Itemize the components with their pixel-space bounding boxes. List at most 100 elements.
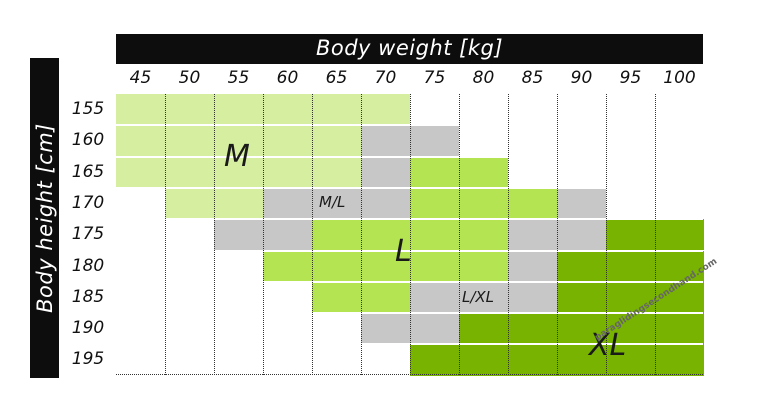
size-cell	[116, 156, 165, 188]
size-cell	[214, 94, 263, 126]
column-gridline	[508, 94, 509, 375]
size-cell	[557, 344, 606, 376]
column-gridline	[606, 94, 607, 375]
height-side-title: Body height [cm]	[32, 123, 57, 313]
height-row-header: 195	[71, 349, 105, 370]
row-separator	[116, 186, 703, 189]
size-cell	[606, 281, 655, 314]
size-cell	[557, 281, 606, 314]
weight-col-header: 80	[472, 68, 495, 88]
size-cell	[312, 94, 361, 126]
column-gridline	[312, 94, 313, 375]
row-separator	[116, 343, 703, 346]
column-gridline	[410, 94, 411, 375]
column-gridline	[214, 94, 215, 375]
column-gridline	[557, 94, 558, 375]
size-label-l: L	[395, 234, 412, 269]
size-cell	[312, 219, 361, 251]
size-cell	[361, 125, 410, 157]
weight-header-bar: Body weight [kg]	[116, 34, 703, 64]
height-row-header: 185	[71, 286, 105, 307]
size-cell	[263, 250, 312, 282]
row-separator	[116, 312, 703, 315]
weight-col-header: 85	[521, 68, 544, 88]
size-cell	[165, 125, 214, 157]
height-row-header: 190	[71, 318, 105, 339]
size-cell	[508, 219, 557, 251]
size-cell	[214, 219, 263, 251]
size-cell	[116, 125, 165, 157]
weight-col-header: 70	[374, 68, 397, 88]
weight-col-header: 50	[178, 68, 201, 88]
column-gridline	[263, 94, 264, 375]
size-cell	[557, 313, 606, 345]
size-cell	[557, 187, 606, 220]
size-cell	[361, 94, 410, 126]
size-cell	[361, 187, 410, 220]
size-cell	[165, 94, 214, 126]
weight-col-header: 90	[570, 68, 593, 88]
size-cell	[410, 156, 459, 188]
size-label-ml: M/L	[319, 193, 346, 211]
weight-col-header: 60	[276, 68, 299, 88]
size-cell	[606, 313, 655, 345]
size-cell	[410, 219, 459, 251]
bottom-gridline	[116, 374, 703, 375]
column-gridline	[459, 94, 460, 375]
height-row-header: 165	[71, 161, 105, 182]
weight-col-header: 75	[423, 68, 446, 88]
weight-col-header: 65	[325, 68, 348, 88]
row-separator	[116, 280, 703, 283]
weight-col-header: 45	[129, 68, 152, 88]
size-cell	[214, 125, 263, 157]
height-row-header: 155	[71, 99, 105, 119]
height-row-header: 180	[71, 255, 105, 276]
size-cell	[165, 187, 214, 220]
size-cell	[410, 281, 459, 314]
size-cell	[116, 94, 165, 126]
column-gridline	[655, 94, 656, 375]
row-separator	[116, 249, 703, 252]
weight-header-title: Body weight [kg]	[315, 36, 504, 60]
size-cell	[459, 219, 508, 251]
size-cell	[655, 344, 704, 376]
size-cell	[508, 313, 557, 345]
size-cell	[361, 281, 410, 314]
row-separator	[116, 124, 703, 127]
row-separator	[116, 155, 703, 158]
size-cell	[410, 250, 459, 282]
size-label-m: M	[224, 139, 250, 174]
size-label-lxl: L/XL	[462, 288, 495, 306]
size-cell	[557, 219, 606, 251]
size-cell	[263, 187, 312, 220]
size-cell	[508, 281, 557, 314]
size-cell	[165, 156, 214, 188]
size-cell	[655, 219, 704, 251]
size-cell	[312, 187, 361, 220]
size-cell	[410, 187, 459, 220]
column-gridline	[165, 94, 166, 375]
size-cell	[459, 313, 508, 345]
size-cell	[214, 187, 263, 220]
size-cell	[312, 281, 361, 314]
size-cell	[459, 281, 508, 314]
size-cell	[606, 344, 655, 376]
size-cell	[263, 156, 312, 188]
size-cell	[459, 344, 508, 376]
size-cell	[655, 313, 704, 345]
column-gridline	[361, 94, 362, 375]
weight-col-header: 95	[619, 68, 642, 88]
size-cell	[410, 344, 459, 376]
size-cell	[214, 156, 263, 188]
size-cell	[410, 125, 459, 157]
row-separator	[116, 218, 703, 221]
height-row-header: 175	[71, 224, 105, 245]
weight-col-header: 100	[663, 68, 696, 88]
size-cell	[508, 250, 557, 282]
size-cell	[655, 250, 704, 282]
size-cell	[508, 344, 557, 376]
size-cell	[655, 281, 704, 314]
size-cell	[263, 219, 312, 251]
size-cell	[361, 250, 410, 282]
size-cell	[361, 156, 410, 188]
